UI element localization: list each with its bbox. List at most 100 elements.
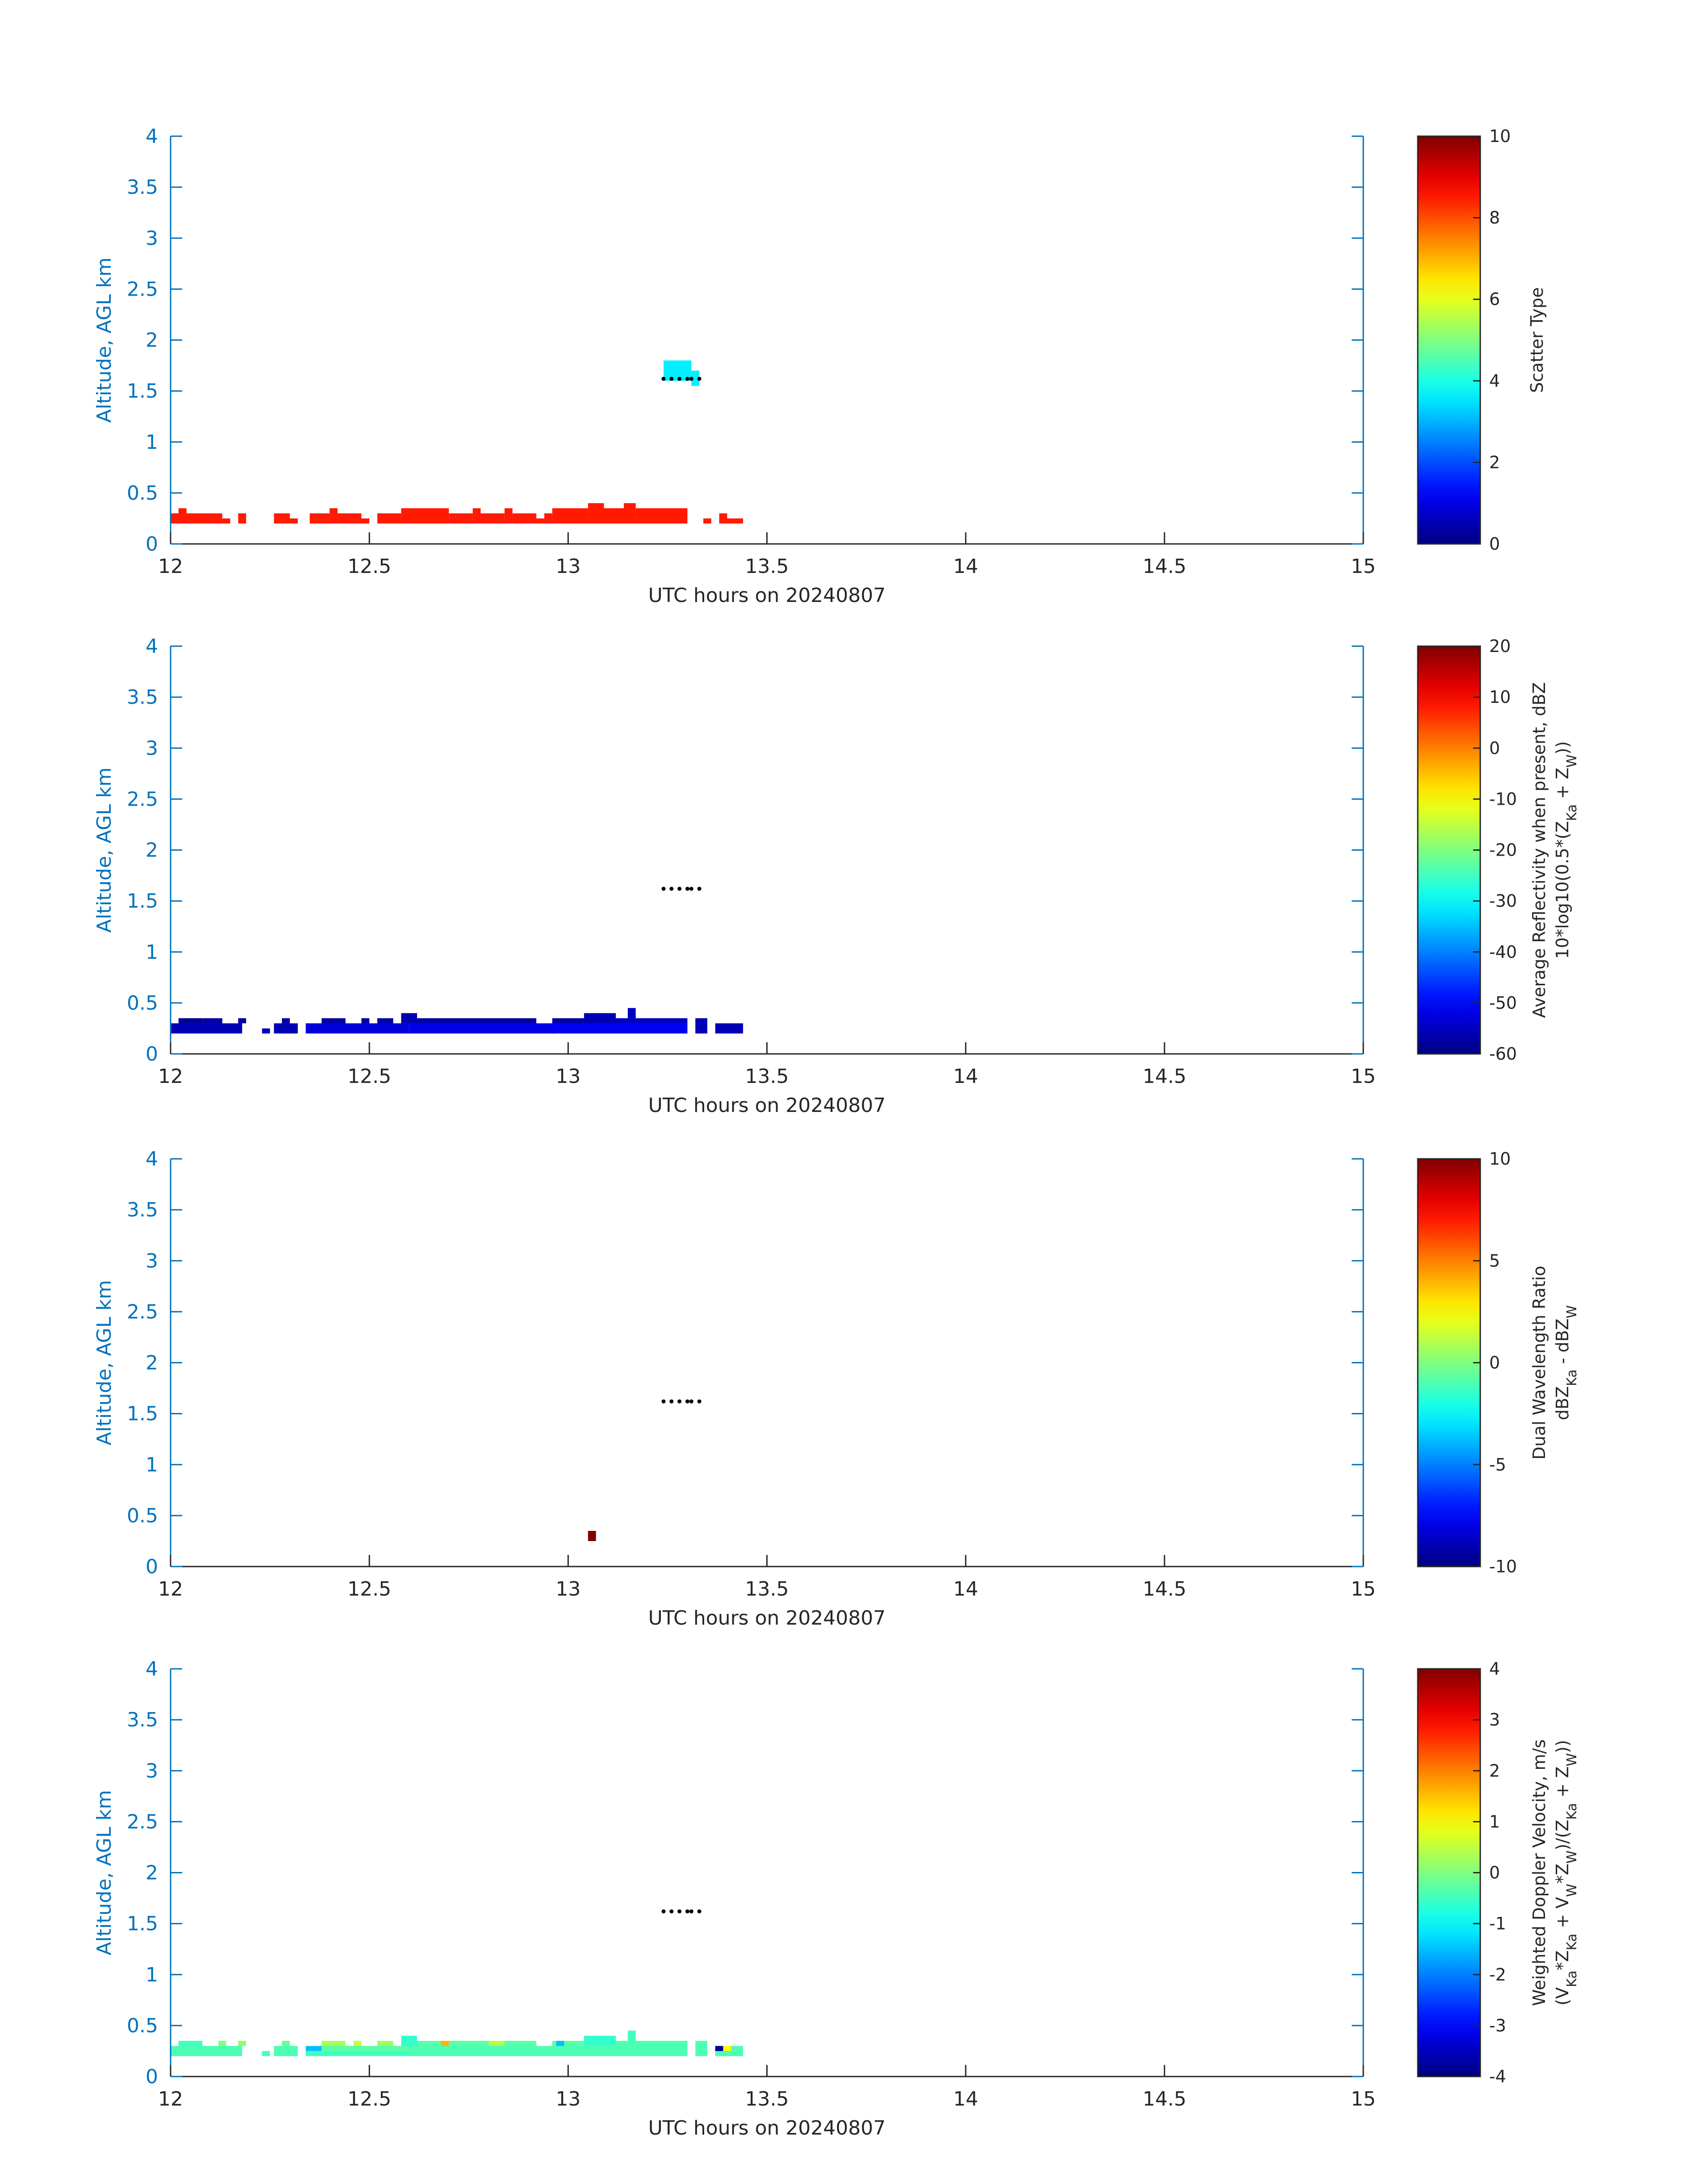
x-tick-label: 15 xyxy=(1351,2088,1376,2110)
data-cell xyxy=(584,2035,616,2046)
x-tick-label: 12.5 xyxy=(347,555,391,578)
x-axis-label: UTC hours on 20240807 xyxy=(648,1094,886,1117)
x-tick-label: 14 xyxy=(953,1065,978,1088)
data-cell xyxy=(290,518,298,524)
marker-dot xyxy=(669,1909,674,1914)
marker-dot xyxy=(685,1909,689,1914)
y-tick-label: 0 xyxy=(146,1043,158,1066)
x-tick-label: 14 xyxy=(953,555,978,578)
marker-dot xyxy=(689,376,693,381)
x-tick-label: 12.5 xyxy=(347,1065,391,1088)
data-cell xyxy=(305,2046,322,2051)
y-tick-label: 4 xyxy=(146,1148,158,1170)
y-tick-label: 0 xyxy=(146,2065,158,2088)
marker-dot xyxy=(677,886,682,891)
data-cell xyxy=(377,513,401,524)
colorbar-label: (VKa*ZKa + VW*ZW)/(ZKa + ZW)) xyxy=(1553,1740,1580,2006)
data-cell xyxy=(556,2041,564,2046)
data-cell xyxy=(417,2041,537,2046)
data-cell xyxy=(178,2041,203,2046)
data-cell xyxy=(262,1028,270,1034)
y-tick-label: 1 xyxy=(146,431,158,454)
y-axis-label: Altitude, AGL km xyxy=(93,1280,116,1445)
marker-dot xyxy=(669,886,674,891)
marker-dot xyxy=(685,1399,689,1404)
data-cell xyxy=(715,1023,743,1034)
data-cell xyxy=(715,2046,723,2051)
y-tick-label: 0 xyxy=(146,533,158,556)
y-tick-label: 4 xyxy=(146,125,158,148)
colorbar-tick-label: 2 xyxy=(1489,452,1500,472)
x-axis-label: UTC hours on 20240807 xyxy=(648,584,886,607)
data-cell xyxy=(512,513,537,524)
data-cell xyxy=(480,513,505,524)
y-tick-label: 4 xyxy=(146,635,158,658)
colorbar-label: dBZKa - dBZW xyxy=(1553,1305,1580,1421)
colorbar-tick-label: -10 xyxy=(1489,1557,1517,1576)
x-tick-label: 15 xyxy=(1351,1065,1376,1088)
data-cell xyxy=(544,513,552,524)
data-cell xyxy=(353,2041,362,2046)
y-tick-label: 2 xyxy=(146,1862,158,1885)
y-tick-label: 3 xyxy=(146,737,158,760)
marker-dot xyxy=(685,886,689,891)
marker-dot xyxy=(677,376,682,381)
data-cell xyxy=(449,513,473,524)
colorbar-tick-label: 8 xyxy=(1489,208,1500,228)
panel-2: 0 0.5 1 1.5 2 2.5 3 3.5 4 12 12.5 13 13.5 14 14.5 15 UTC… xyxy=(93,635,1580,1117)
x-tick-label: 13 xyxy=(555,1065,580,1088)
data-cell xyxy=(409,1023,556,1034)
y-tick-label: 3.5 xyxy=(127,686,158,709)
y-tick-label: 0.5 xyxy=(127,482,158,505)
colorbar-label: Dual Wavelength Ratio xyxy=(1529,1266,1549,1459)
colorbar-label: 10*log10(0.5*(ZKa + ZW)) xyxy=(1553,741,1580,959)
data-cell xyxy=(588,503,604,524)
data-cell xyxy=(238,2041,246,2046)
marker-dot xyxy=(685,376,689,381)
data-cell xyxy=(727,518,743,524)
data-cell xyxy=(238,1018,246,1024)
y-tick-label: 3.5 xyxy=(127,1709,158,1731)
colorbar-tick-label: -4 xyxy=(1489,2067,1506,2086)
data-cell xyxy=(202,1018,222,1024)
marker-dot xyxy=(669,1399,674,1404)
colorbar-tick-label: 5 xyxy=(1489,1251,1500,1270)
marker-dot xyxy=(661,1399,666,1404)
y-tick-label: 2 xyxy=(146,329,158,352)
data-cell xyxy=(377,2041,393,2046)
colorbar-tick-label: 10 xyxy=(1489,687,1511,707)
data-cell xyxy=(536,518,544,524)
data-cell xyxy=(627,2031,636,2041)
data-cell xyxy=(361,518,370,524)
data-cell xyxy=(337,513,362,524)
marker-dot xyxy=(661,886,666,891)
data-cell xyxy=(171,1023,242,1034)
data-cell xyxy=(441,2041,449,2046)
data-cell xyxy=(695,2041,707,2056)
y-tick-label: 3.5 xyxy=(127,1199,158,1221)
data-cell xyxy=(274,513,290,524)
x-tick-label: 13.5 xyxy=(745,1065,789,1088)
x-tick-label: 13 xyxy=(555,2088,580,2110)
x-tick-label: 15 xyxy=(1351,1578,1376,1600)
data-cell xyxy=(552,1023,688,1034)
data-cell xyxy=(417,1018,537,1024)
data-cell xyxy=(401,2035,418,2046)
colorbar-tick-label: 4 xyxy=(1489,371,1500,391)
colorbar-tick-label: -3 xyxy=(1489,2016,1506,2035)
x-tick-label: 14.5 xyxy=(1143,1578,1186,1600)
y-tick-label: 1.5 xyxy=(127,890,158,913)
x-tick-label: 14.5 xyxy=(1143,555,1186,578)
marker-dot xyxy=(697,886,702,891)
data-cell xyxy=(238,513,246,524)
colorbar-tick-label: -40 xyxy=(1489,942,1517,962)
x-tick-label: 12 xyxy=(158,1065,183,1088)
data-cell xyxy=(409,2046,556,2056)
colorbar-tick-label: 6 xyxy=(1489,289,1500,309)
marker-dot xyxy=(661,1909,666,1914)
colorbar xyxy=(1417,1668,1481,2077)
data-cell xyxy=(274,2046,298,2056)
colorbar-tick-label: 4 xyxy=(1489,1659,1500,1679)
y-tick-label: 2.5 xyxy=(127,278,158,301)
